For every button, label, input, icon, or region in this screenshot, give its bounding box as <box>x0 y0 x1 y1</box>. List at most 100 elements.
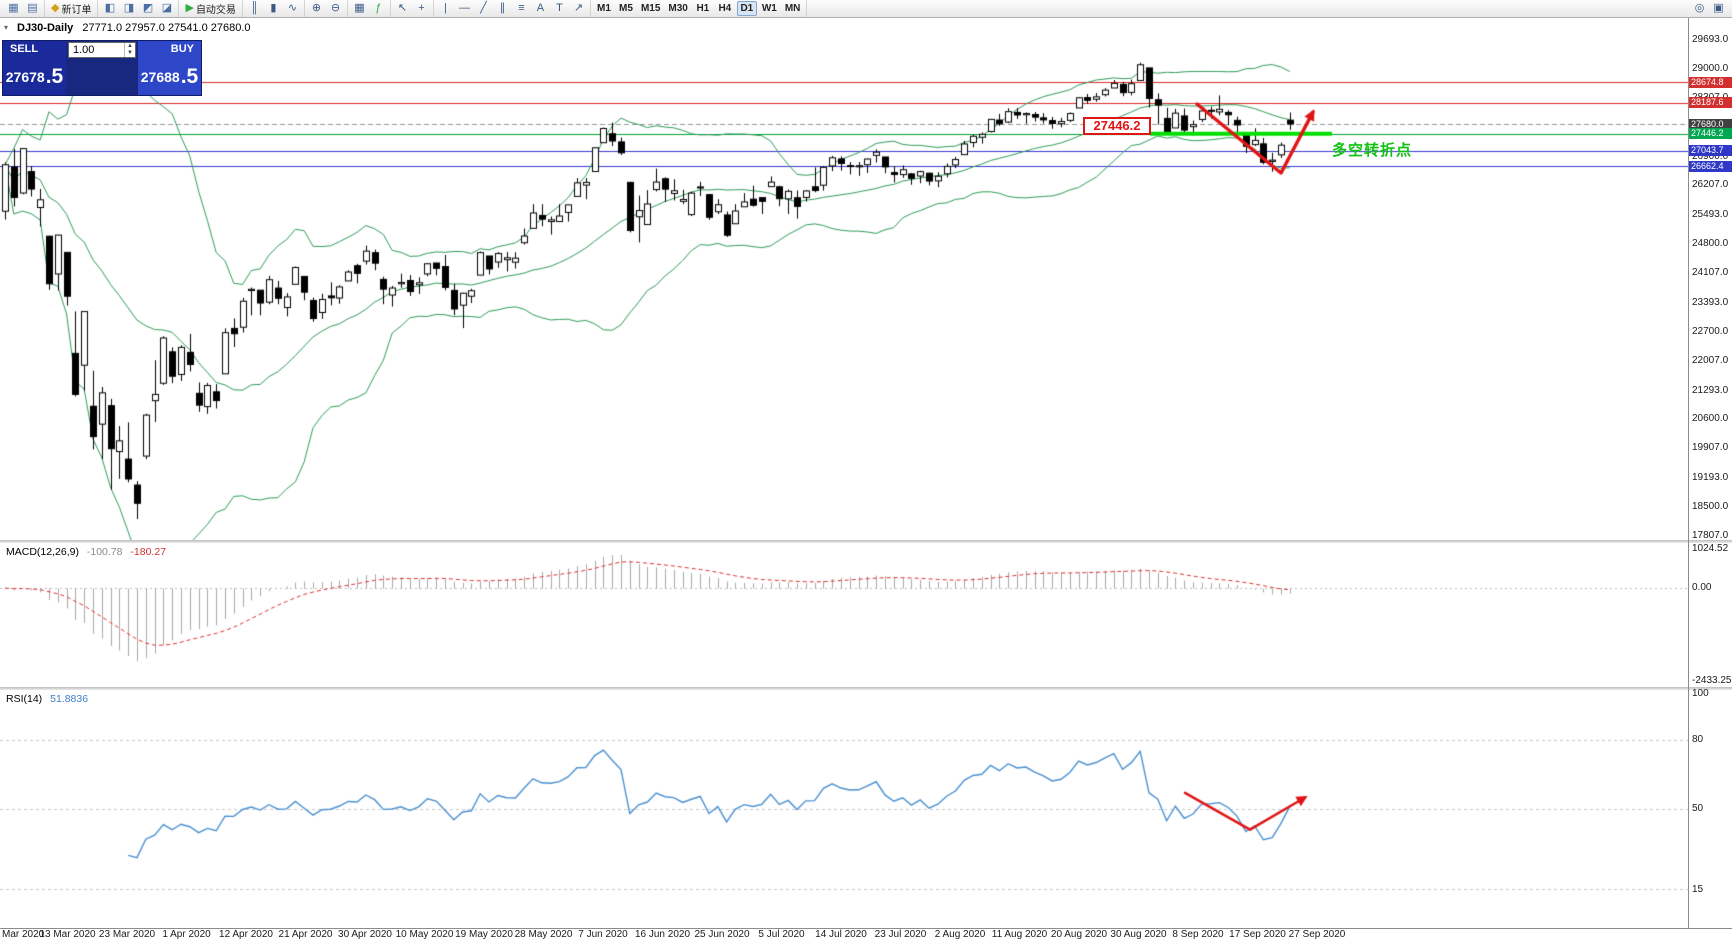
sell-button[interactable]: SELL 27678 .5 <box>3 41 66 95</box>
rsi-panel-separator[interactable] <box>0 687 1732 690</box>
toolbar-group: ▦ ▤ <box>2 0 45 17</box>
price-axis-label: 25493.0 <box>1692 209 1729 221</box>
zoom-out-icon[interactable]: ⊖ <box>327 1 344 16</box>
arrows-icon[interactable]: ↗ <box>570 1 587 16</box>
one-click-toggle-icon[interactable]: ▾ <box>4 23 9 32</box>
timeframe-d1-button-label: D1 <box>740 3 754 14</box>
toolbar-group: ║ ▮ ∿ <box>243 0 305 17</box>
zoom-in-icon[interactable]: ⊕ <box>308 1 325 16</box>
date-axis-label: 14 Jul 2020 <box>815 929 867 940</box>
date-axis-label: 27 Sep 2020 <box>1288 929 1346 940</box>
data-window-icon-glyph: ◨ <box>123 2 135 14</box>
timeframe-w1-button[interactable]: W1 <box>759 1 780 16</box>
candlestick-chart-icon[interactable]: ▮ <box>265 1 282 16</box>
macd-value-main: -100.78 <box>86 546 123 558</box>
price-axis-label: 26900.0 <box>1692 150 1729 162</box>
price-axis-label: 23393.0 <box>1692 296 1729 308</box>
fibonacci-icon[interactable]: ≡ <box>513 1 530 16</box>
volume-up-button[interactable]: ▲ <box>127 43 133 49</box>
new-order-button[interactable]: ◆ 新订单 <box>48 1 94 17</box>
market-watch-icon[interactable]: ◧ <box>101 1 118 16</box>
date-axis-label: Mar 2020 <box>2 929 45 940</box>
crosshair-icon-glyph: + <box>418 2 425 14</box>
trendline-icon[interactable]: ╱ <box>475 1 492 16</box>
navigator-icon[interactable]: ◩ <box>139 1 156 16</box>
timeframe-m15-button[interactable]: M15 <box>638 1 663 16</box>
timeframe-h1-button-label: H1 <box>696 3 710 14</box>
print-icon[interactable]: ▣ <box>1710 1 1727 16</box>
text-icon[interactable]: A <box>532 1 549 16</box>
autotrading-button[interactable]: ▶ 自动交易 <box>182 1 238 17</box>
timeframe-h1-button[interactable]: H1 <box>693 1 713 16</box>
turning-point-label[interactable]: 多空转折点 <box>1332 142 1413 159</box>
new-order-icon: ◆ <box>51 2 60 14</box>
label-icon[interactable]: T <box>551 1 568 16</box>
tile-windows-icon-glyph: ▦ <box>354 2 365 14</box>
toolbar: ▦ ▤ ◆ 新订单 ◧ ◨ ◩ ◪ ▶ 自动交易 ║ ▮ ∿ ⊕ ⊖ ▦ ƒ ↖ + | — ╱ ∥ ≡ A T ↗ M1 M5 M15 M… <box>0 0 1732 18</box>
price-tag: 27043.7 <box>1689 145 1732 157</box>
toolbar-group: ▦ ƒ <box>348 0 391 17</box>
toolbar-group: ◧ ◨ ◩ ◪ <box>98 0 180 17</box>
price-tag: 27680.0 <box>1689 118 1732 130</box>
timeframe-m1-button[interactable]: M1 <box>594 1 614 16</box>
channel-icon[interactable]: ∥ <box>494 1 511 16</box>
profiles-icon[interactable]: ▤ <box>24 1 41 16</box>
macd-axis-label: -2433.25 <box>1692 675 1732 686</box>
timeframe-mn-button[interactable]: MN <box>782 1 804 16</box>
macd-panel-canvas[interactable] <box>0 543 1688 687</box>
timeframe-m5-button-label: M5 <box>618 3 633 14</box>
buy-button[interactable]: BUY 27688 .5 <box>138 41 201 95</box>
price-chart-canvas[interactable] <box>0 36 1688 540</box>
data-window-icon[interactable]: ◨ <box>120 1 137 16</box>
sell-price: 27678 .5 <box>3 58 66 95</box>
macd-axis-label: 1024.52 <box>1692 543 1729 554</box>
label-icon-glyph: T <box>556 2 563 14</box>
date-axis-label: 23 Jul 2020 <box>874 929 927 940</box>
date-axis-label: 11 Aug 2020 <box>991 929 1048 940</box>
price-tag: 28187.6 <box>1689 97 1732 109</box>
new-chart-icon[interactable]: ▦ <box>5 1 22 16</box>
date-axis-label: 13 Mar 2020 <box>39 929 96 940</box>
indicators-icon[interactable]: ƒ <box>370 1 387 16</box>
volume-down-button[interactable]: ▼ <box>127 50 133 56</box>
vertical-line-icon[interactable]: | <box>437 1 454 16</box>
horizontal-line-icon[interactable]: — <box>456 1 473 16</box>
macd-panel-separator[interactable] <box>0 540 1732 543</box>
sell-button-label: SELL <box>10 43 39 55</box>
timeframe-d1-button[interactable]: D1 <box>736 1 757 16</box>
price-axis-label: 22700.0 <box>1692 325 1729 337</box>
rsi-axis-label: 100 <box>1692 688 1709 699</box>
toolbar-group: ◆ 新订单 <box>45 0 99 17</box>
date-axis-label: 30 Apr 2020 <box>338 929 392 940</box>
timeframe-w1-button-label: W1 <box>761 3 777 14</box>
price-axis-border[interactable] <box>1688 18 1689 928</box>
rsi-panel-canvas[interactable] <box>0 690 1688 928</box>
timeframe-h4-button[interactable]: H4 <box>715 1 735 16</box>
terminal-icon-glyph: ◪ <box>161 2 173 14</box>
price-axis-label: 22007.0 <box>1692 354 1729 366</box>
horizontal-line-icon-glyph: — <box>458 2 470 14</box>
timeframe-mn-button-label: MN <box>784 3 801 14</box>
cursor-icon[interactable]: ↖ <box>394 1 411 16</box>
price-tag: 26662.4 <box>1689 160 1732 172</box>
line-chart-icon[interactable]: ∿ <box>284 1 301 16</box>
volume-section: 1.00 ▲ ▼ <box>66 41 138 95</box>
date-axis-label: 5 Jul 2020 <box>758 929 805 940</box>
search-icon[interactable]: ◎ <box>1691 1 1708 16</box>
date-axis-label: 8 Sep 2020 <box>1172 929 1224 940</box>
crosshair-icon[interactable]: + <box>413 1 430 16</box>
bar-chart-icon[interactable]: ║ <box>246 1 263 16</box>
print-icon-glyph: ▣ <box>1713 2 1724 14</box>
tile-windows-icon[interactable]: ▦ <box>351 1 368 16</box>
terminal-icon[interactable]: ◪ <box>158 1 175 16</box>
zoom-in-icon-glyph: ⊕ <box>311 2 322 14</box>
toolbar-group: ◎ ▣ <box>1688 0 1730 17</box>
date-axis-label: 23 Mar 2020 <box>98 929 156 940</box>
toolbar-group: | — ╱ ∥ ≡ A T ↗ <box>434 0 591 17</box>
timeframe-m5-button[interactable]: M5 <box>616 1 636 16</box>
timeframe-m30-button[interactable]: M30 <box>665 1 690 16</box>
volume-input[interactable]: 1.00 ▲ ▼ <box>68 42 136 58</box>
price-level-annotation[interactable]: 27446.2 <box>1083 117 1151 135</box>
buy-price-frac: .5 <box>180 64 199 88</box>
trendline-icon-glyph: ╱ <box>480 2 487 14</box>
